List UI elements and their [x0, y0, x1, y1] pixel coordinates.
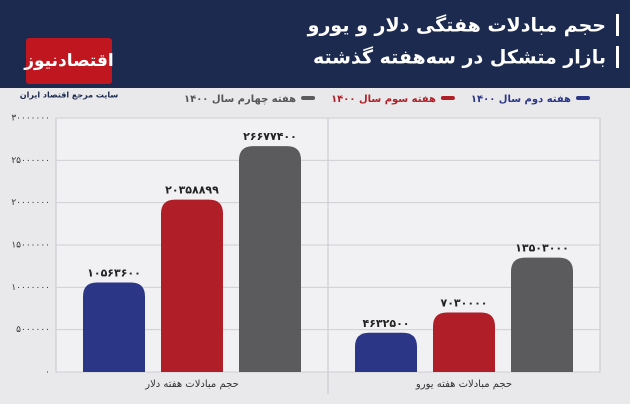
chart-subtitle: بازار متشکل در سه‌هفته گذشته: [313, 46, 606, 69]
value-label: ۲۶۶۷۷۴۰۰: [243, 130, 297, 143]
bar: [161, 199, 223, 372]
y-tick-label: ۳۰۰۰۰۰۰۰: [11, 114, 50, 124]
y-tick-label: ۱۰۰۰۰۰۰۰: [11, 283, 50, 293]
y-tick-label: ۲۰۰۰۰۰۰۰: [11, 198, 50, 208]
value-label: ۱۰۵۶۳۶۰۰: [87, 267, 141, 280]
title-bar: [616, 14, 619, 36]
value-label: ۴۶۳۲۵۰۰: [363, 317, 410, 330]
bar: [239, 146, 301, 372]
value-label: ۱۳۵۰۳۰۰۰: [515, 242, 569, 255]
legend-label: هفته دوم سال ۱۴۰۰: [471, 94, 571, 105]
y-tick-label: ۰: [45, 368, 50, 378]
chart-title: حجم مبادلات هفتگی دلار و یورو: [307, 14, 606, 37]
value-label: ۷۰۳۰۰۰۰: [441, 296, 488, 309]
logo-box: [26, 38, 112, 84]
legend-swatch: [301, 96, 316, 100]
bar: [355, 332, 417, 372]
legend-swatch: [440, 96, 455, 100]
subtitle-bar: [616, 46, 619, 68]
x-tick-label: حجم مبادلات هفته یورو: [415, 379, 512, 390]
legend-label: هفته چهارم سال ۱۴۰۰: [184, 94, 296, 105]
y-tick-label: ۲۵۰۰۰۰۰۰: [11, 156, 50, 166]
value-label: ۲۰۳۵۸۸۹۹: [165, 184, 219, 197]
bar: [83, 282, 145, 372]
y-tick-label: ۱۵۰۰۰۰۰۰: [11, 241, 50, 251]
bar: [511, 257, 573, 372]
legend-label: هفته سوم سال ۱۴۰۰: [331, 94, 436, 105]
x-tick-label: حجم مبادلات هفته دلار: [144, 379, 239, 390]
y-tick-label: ۵۰۰۰۰۰۰: [16, 325, 50, 335]
legend-swatch: [576, 96, 590, 100]
bar: [433, 312, 495, 372]
logo-name: اقتصادنیوز: [23, 51, 114, 71]
logo-tagline: سایت مرجع اقتصاد ایران: [20, 91, 119, 100]
